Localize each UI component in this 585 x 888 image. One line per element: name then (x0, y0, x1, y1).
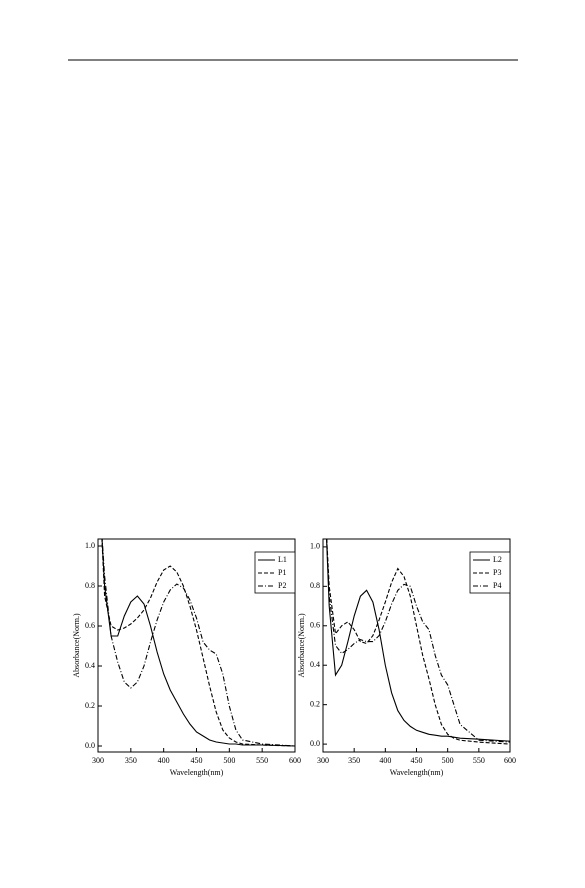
y-tick-label: 1.0 (85, 541, 95, 550)
legend-label: P1 (278, 568, 286, 577)
x-tick-label: 350 (125, 756, 137, 765)
y-tick-label: 0.8 (85, 581, 95, 590)
x-tick-label: 450 (411, 756, 423, 765)
x-tick-label: 450 (191, 756, 203, 765)
x-tick-label: 350 (348, 756, 360, 765)
y-tick-label: 0.4 (85, 661, 95, 670)
y-tick-label: 0.0 (310, 739, 320, 748)
x-tick-label: 550 (256, 756, 268, 765)
x-tick-label: 500 (223, 756, 235, 765)
x-tick-label: 550 (473, 756, 485, 765)
series-line (101, 539, 295, 747)
y-tick-label: 0.8 (310, 581, 320, 590)
y-tick-label: 0.6 (310, 621, 320, 630)
x-tick-label: 300 (92, 756, 104, 765)
x-tick-label: 600 (504, 756, 516, 765)
x-tick-label: 400 (158, 756, 170, 765)
legend-label: P4 (493, 581, 501, 590)
x-tick-label: 400 (379, 756, 391, 765)
legend-label: P2 (278, 581, 286, 590)
y-axis-label: Absorbance(Norm.) (297, 613, 306, 678)
y-tick-label: 0.6 (85, 621, 95, 630)
x-axis-label: Wavelength(nm) (390, 768, 444, 777)
x-axis-label: Wavelength(nm) (170, 768, 224, 777)
y-axis-label: Absorbance(Norm.) (72, 613, 81, 678)
y-tick-label: 1.0 (310, 542, 320, 551)
x-tick-label: 300 (317, 756, 329, 765)
y-tick-label: 0.4 (310, 660, 320, 669)
legend-label: P3 (493, 568, 501, 577)
series-line (326, 539, 510, 742)
series-line (326, 539, 510, 743)
x-tick-label: 600 (289, 756, 301, 765)
series-line (101, 539, 295, 747)
x-tick-label: 500 (442, 756, 454, 765)
legend-label: L2 (493, 555, 502, 564)
y-tick-label: 0.0 (85, 741, 95, 750)
y-tick-label: 0.2 (310, 699, 320, 708)
y-tick-label: 0.2 (85, 701, 95, 710)
legend-label: L1 (278, 555, 287, 564)
series-line (101, 539, 295, 747)
series-line (326, 539, 510, 745)
